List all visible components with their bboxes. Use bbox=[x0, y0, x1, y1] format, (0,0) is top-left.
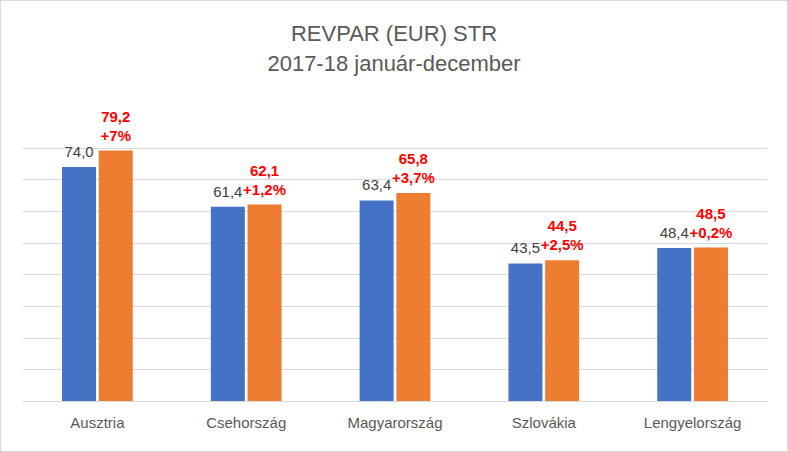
svg-text:+0,2%: +0,2% bbox=[689, 224, 732, 241]
svg-text:65,8: 65,8 bbox=[399, 150, 428, 167]
svg-text:61,4: 61,4 bbox=[213, 183, 242, 200]
svg-text:74,0: 74,0 bbox=[64, 143, 93, 160]
svg-text:Magyarország: Magyarország bbox=[347, 414, 442, 431]
svg-text:+7%: +7% bbox=[101, 127, 131, 144]
svg-text:44,5: 44,5 bbox=[548, 217, 577, 234]
svg-text:REVPAR (EUR) STR: REVPAR (EUR) STR bbox=[291, 21, 497, 46]
svg-text:43,5: 43,5 bbox=[511, 239, 540, 256]
svg-text:Csehország: Csehország bbox=[206, 414, 286, 431]
svg-text:48,5: 48,5 bbox=[696, 205, 725, 222]
svg-text:62,1: 62,1 bbox=[250, 162, 279, 179]
svg-text:48,4: 48,4 bbox=[660, 224, 689, 241]
svg-text:+2,5%: +2,5% bbox=[541, 236, 584, 253]
svg-text:Szlovákia: Szlovákia bbox=[512, 414, 577, 431]
svg-text:Ausztria: Ausztria bbox=[70, 414, 125, 431]
svg-text:Lengyelország: Lengyelország bbox=[644, 414, 742, 431]
svg-text:+3,7%: +3,7% bbox=[392, 169, 435, 186]
svg-text:79,2: 79,2 bbox=[101, 108, 130, 125]
svg-text:2017-18 január-december: 2017-18 január-december bbox=[267, 51, 520, 76]
svg-text:+1,2%: +1,2% bbox=[243, 181, 286, 198]
svg-text:63,4: 63,4 bbox=[362, 176, 391, 193]
